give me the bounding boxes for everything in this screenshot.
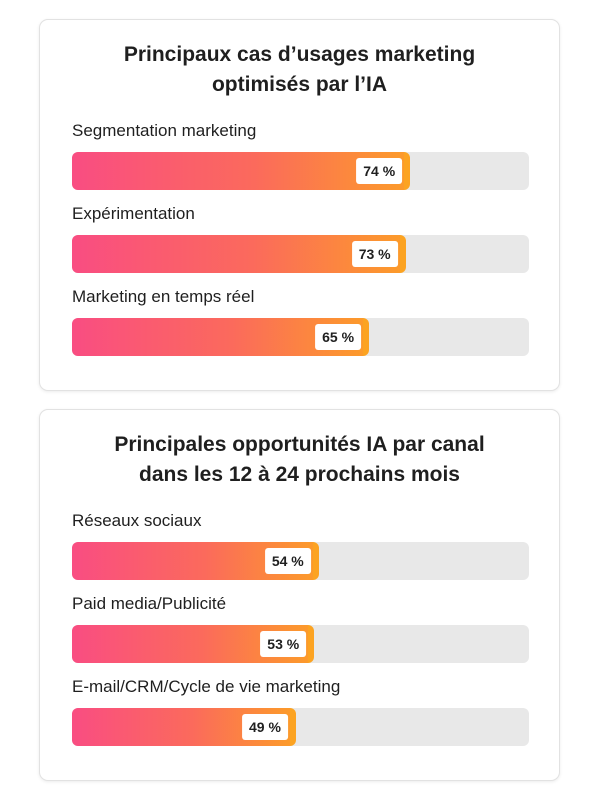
- chart-title-line-1: Principaux cas d’usages marketing: [123, 43, 476, 66]
- bar-track: 54 %: [72, 542, 529, 580]
- bar-value-label: 53 %: [260, 631, 307, 657]
- bar-track: 74 %: [72, 152, 529, 190]
- bar-row: Marketing en temps réel 65 %: [72, 286, 529, 356]
- bar-category-label: Paid media/Publicité: [72, 594, 227, 613]
- chart-title-line-2: optimisés par l’IA: [211, 73, 388, 96]
- bar-value-label: 65 %: [315, 324, 362, 350]
- chart-card-channel-opportunities: Principales opportunités IA par canal da…: [39, 409, 560, 781]
- bar-fill: [72, 152, 411, 190]
- bar-category-label: E-mail/CRM/Cycle de vie marketing: [72, 677, 341, 696]
- bar-track: 49 %: [72, 708, 529, 746]
- bar-row: Segmentation marketing 74 %: [72, 120, 529, 190]
- bar-fill: [72, 235, 406, 273]
- chart-title: Principaux cas d’usages marketing optimi…: [60, 40, 539, 100]
- bar-row: Expérimentation 73 %: [72, 203, 529, 273]
- bar-value-label: 54 %: [264, 548, 311, 574]
- bar-value-label: 49 %: [242, 714, 288, 740]
- bar-row: E-mail/CRM/Cycle de vie marketing 49 %: [72, 676, 529, 746]
- bar-track: 65 %: [72, 318, 529, 356]
- chart-title-line-2: dans les 12 à 24 prochains mois: [139, 463, 460, 486]
- bar-row: Paid media/Publicité 53 %: [72, 593, 529, 663]
- bar-value-label: 73 %: [351, 241, 398, 267]
- bar-value-label: 74 %: [356, 158, 403, 184]
- chart-title-line-1: Principales opportunités IA par canal: [114, 433, 485, 456]
- bar-track: 73 %: [72, 235, 529, 273]
- bar-row: Réseaux sociaux 54 %: [72, 510, 529, 580]
- bar-category-label: Segmentation marketing: [72, 121, 257, 140]
- bar-track: 53 %: [72, 625, 529, 663]
- bar-category-label: Marketing en temps réel: [72, 287, 255, 306]
- chart-title: Principales opportunités IA par canal da…: [60, 430, 539, 490]
- chart-card-use-cases: Principaux cas d’usages marketing optimi…: [39, 19, 560, 391]
- bar-category-label: Réseaux sociaux: [72, 511, 202, 530]
- bar-category-label: Expérimentation: [72, 204, 195, 223]
